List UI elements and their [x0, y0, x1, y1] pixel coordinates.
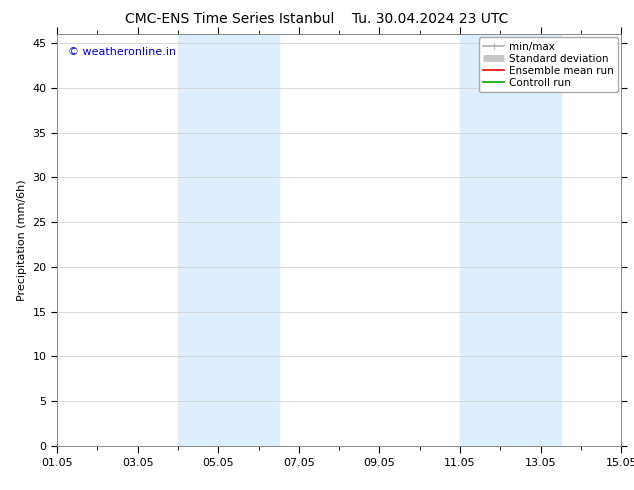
Y-axis label: Precipitation (mm/6h): Precipitation (mm/6h)	[17, 179, 27, 301]
Bar	[178, 34, 279, 446]
Text: CMC-ENS Time Series Istanbul    Tu. 30.04.2024 23 UTC: CMC-ENS Time Series Istanbul Tu. 30.04.2…	[126, 12, 508, 26]
Bar	[460, 34, 561, 446]
Legend: min/max, Standard deviation, Ensemble mean run, Controll run: min/max, Standard deviation, Ensemble me…	[479, 37, 618, 92]
Text: © weatheronline.in: © weatheronline.in	[68, 47, 176, 57]
